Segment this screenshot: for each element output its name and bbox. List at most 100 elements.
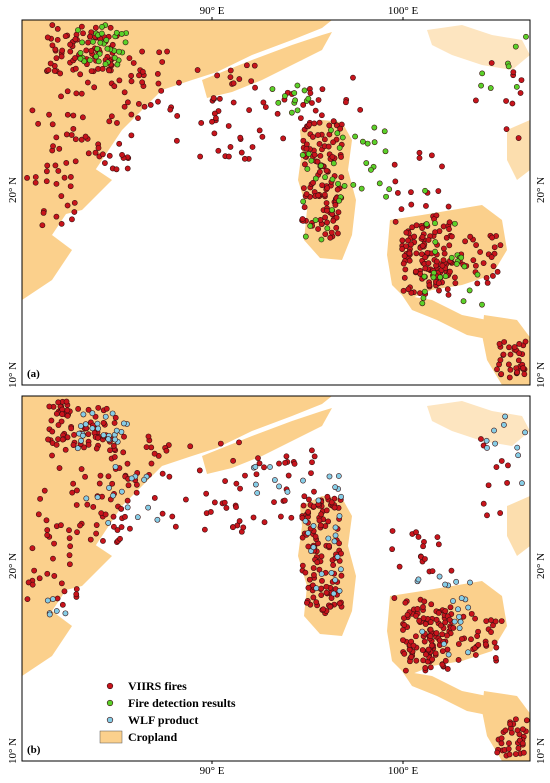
viirs-fire xyxy=(116,140,123,147)
viirs-fire xyxy=(323,583,330,590)
fire-detection xyxy=(432,239,439,245)
viirs-fire xyxy=(328,229,335,236)
viirs-fire xyxy=(141,103,148,110)
viirs-fire xyxy=(310,565,317,571)
viirs-fire xyxy=(282,459,289,466)
viirs-fire xyxy=(88,68,95,75)
viirs-fire xyxy=(317,522,324,529)
viirs-fire xyxy=(93,445,100,452)
viirs-fire xyxy=(95,145,102,151)
viirs-fire xyxy=(336,600,343,607)
viirs-fire xyxy=(391,595,398,601)
viirs-fire xyxy=(491,639,498,646)
viirs-fire xyxy=(416,149,423,156)
viirs-fire xyxy=(36,575,43,582)
wlf-product xyxy=(254,490,261,496)
viirs-fire xyxy=(35,120,42,127)
viirs-fire xyxy=(316,168,323,175)
viirs-fire xyxy=(442,608,449,614)
viirs-fire xyxy=(240,524,247,531)
viirs-fire xyxy=(506,374,513,381)
viirs-fire xyxy=(432,229,438,236)
fire-detection xyxy=(448,254,455,261)
viirs-fire xyxy=(492,655,499,661)
viirs-fire xyxy=(427,619,434,626)
viirs-fire xyxy=(421,598,428,605)
viirs-fire xyxy=(427,633,434,639)
wlf-product xyxy=(154,516,161,523)
viirs-fire xyxy=(433,630,440,636)
viirs-fire xyxy=(321,191,328,198)
viirs-fire xyxy=(74,529,80,536)
fire-detection xyxy=(474,271,481,278)
viirs-fire xyxy=(111,454,118,460)
viirs-fire xyxy=(55,168,62,174)
viirs-fire xyxy=(51,573,58,579)
wlf-product xyxy=(331,538,338,545)
viirs-fire xyxy=(72,136,79,143)
viirs-fire xyxy=(29,107,36,114)
viirs-fire xyxy=(452,280,459,287)
wlf-product xyxy=(451,618,458,625)
viirs-fire xyxy=(309,134,316,140)
viirs-fire xyxy=(155,98,161,105)
viirs-fire xyxy=(210,95,217,101)
viirs-fire xyxy=(53,180,60,187)
viirs-fire xyxy=(85,431,92,438)
wlf-product xyxy=(519,480,525,487)
viirs-fire xyxy=(434,534,441,541)
viirs-fire xyxy=(446,226,452,233)
viirs-fire xyxy=(55,422,62,428)
viirs-fire xyxy=(442,657,449,664)
fire-detection xyxy=(368,166,374,173)
viirs-fire xyxy=(237,485,243,492)
viirs-fire xyxy=(446,616,453,623)
viirs-fire xyxy=(422,556,428,562)
viirs-fire xyxy=(43,168,50,175)
viirs-fire xyxy=(442,619,449,626)
viirs-fire xyxy=(473,242,479,248)
viirs-fire xyxy=(444,666,451,672)
viirs-fire xyxy=(238,149,245,156)
viirs-fire xyxy=(70,442,77,448)
fire-detection xyxy=(308,157,315,164)
viirs-fire xyxy=(450,625,457,631)
wlf-product xyxy=(336,588,343,594)
fire-detection xyxy=(512,43,519,50)
viirs-fire xyxy=(447,604,454,611)
viirs-fire xyxy=(194,67,201,73)
viirs-fire xyxy=(63,398,70,405)
viirs-fire xyxy=(127,525,133,532)
lat-label: 10° N xyxy=(535,738,547,764)
viirs-fire xyxy=(103,405,110,412)
viirs-fire xyxy=(451,274,458,281)
viirs-fire xyxy=(133,489,140,496)
viirs-fire xyxy=(518,77,525,83)
fire-detection xyxy=(350,181,357,188)
viirs-fire xyxy=(236,518,243,524)
viirs-fire xyxy=(236,439,242,446)
viirs-fire xyxy=(299,534,306,541)
viirs-fire xyxy=(145,433,152,440)
viirs-fire xyxy=(455,641,462,647)
fire-detection xyxy=(479,70,486,77)
viirs-fire xyxy=(317,152,324,159)
viirs-fire xyxy=(507,366,514,373)
fire-detection xyxy=(94,45,101,52)
viirs-fire xyxy=(156,49,163,56)
viirs-fire xyxy=(338,174,345,181)
wlf-product xyxy=(100,432,107,439)
fire-detection xyxy=(432,220,438,227)
viirs-fire xyxy=(399,246,406,252)
viirs-fire xyxy=(329,153,336,160)
viirs-fire xyxy=(404,611,411,618)
viirs-fire xyxy=(327,603,334,610)
viirs-fire xyxy=(216,95,223,102)
viirs-fire xyxy=(64,88,71,95)
viirs-fire xyxy=(302,569,309,576)
wlf-product xyxy=(465,649,471,656)
viirs-fire xyxy=(484,512,490,519)
viirs-fire xyxy=(230,457,237,464)
viirs-fire xyxy=(118,506,125,512)
wlf-product xyxy=(118,488,125,495)
